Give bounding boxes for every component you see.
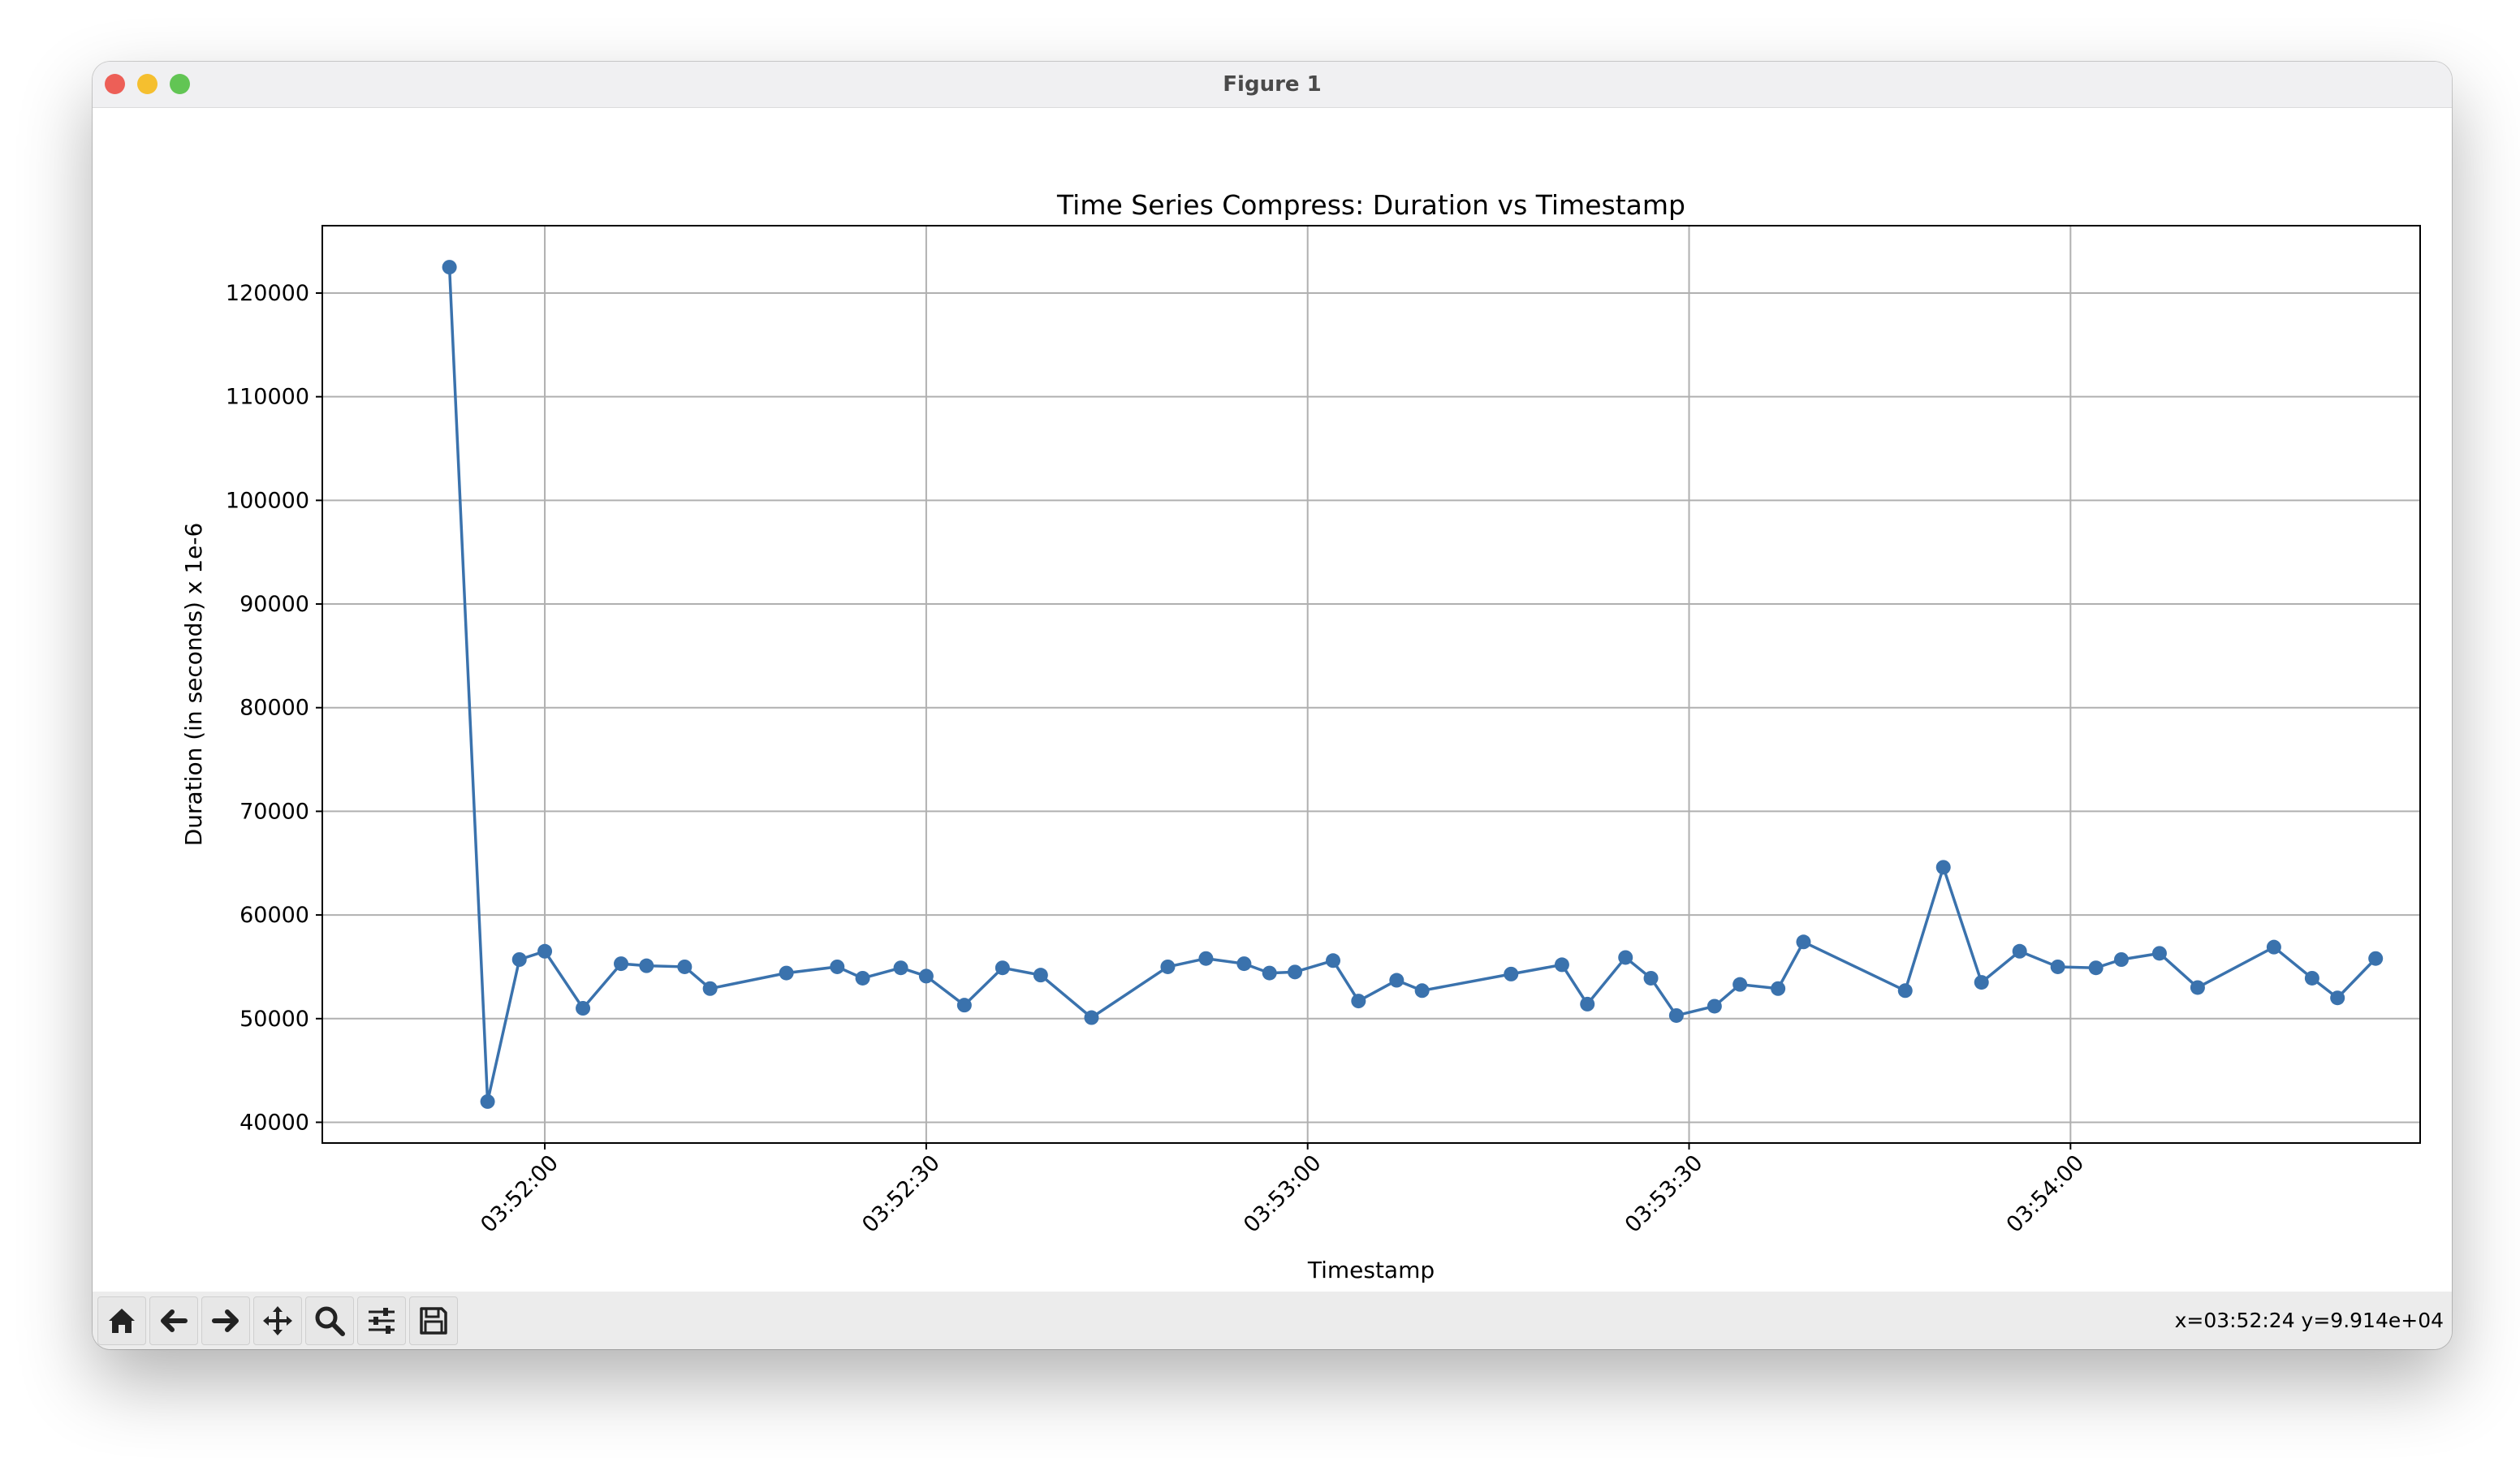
- data-point: [614, 956, 629, 972]
- data-point: [1732, 977, 1748, 992]
- data-point: [480, 1094, 495, 1109]
- data-point: [537, 943, 553, 959]
- y-tick-label: 120000: [226, 281, 309, 306]
- data-point: [2368, 951, 2384, 966]
- data-point: [1414, 983, 1430, 999]
- magnifier-icon: [315, 1306, 345, 1336]
- data-point: [1554, 957, 1569, 973]
- data-point: [1236, 956, 1252, 972]
- data-point: [511, 952, 527, 967]
- pan-button[interactable]: [253, 1296, 302, 1345]
- data-point: [1288, 964, 1303, 980]
- data-point: [1262, 965, 1277, 981]
- close-window-button[interactable]: [105, 74, 125, 94]
- data-point: [1618, 950, 1633, 965]
- arrow-left-icon: [161, 1309, 188, 1332]
- data-point: [639, 958, 654, 973]
- data-point: [995, 960, 1010, 976]
- data-point: [1084, 1010, 1099, 1025]
- x-tick-label: 03:52:30: [857, 1150, 945, 1238]
- configure-subplots-button[interactable]: [357, 1296, 406, 1345]
- data-point: [956, 998, 972, 1013]
- sliders-icon: [369, 1308, 395, 1334]
- minimize-window-button[interactable]: [137, 74, 158, 94]
- y-tick-label: 100000: [226, 488, 309, 513]
- y-tick-label: 50000: [239, 1007, 309, 1032]
- data-point: [1198, 951, 1214, 966]
- data-point: [2012, 943, 2027, 959]
- floppy-disk-icon: [420, 1307, 447, 1335]
- data-point: [1504, 966, 1519, 981]
- data-point: [2088, 960, 2104, 976]
- data-point: [855, 970, 870, 986]
- data-point: [2190, 980, 2205, 995]
- window-title: Figure 1: [1223, 72, 1322, 97]
- data-point: [1974, 975, 1989, 990]
- data-point: [1707, 999, 1722, 1014]
- data-point: [2050, 959, 2065, 974]
- x-tick-label: 03:54:00: [2002, 1150, 2090, 1238]
- figure-canvas[interactable]: 03:52:00 03:52:30 03:53:00 03:53:30 03:54:00…: [93, 108, 2452, 1292]
- data-point: [702, 981, 718, 996]
- data-point: [2304, 970, 2319, 986]
- x-axis-label: Timestamp: [1307, 1257, 1435, 1283]
- x-tick-label: 03:53:30: [1620, 1150, 1708, 1238]
- zoom-button[interactable]: [305, 1296, 354, 1345]
- home-icon: [109, 1309, 135, 1333]
- y-tick-label: 110000: [226, 385, 309, 410]
- data-point: [1160, 959, 1176, 974]
- y-tick-label: 90000: [239, 592, 309, 617]
- back-button[interactable]: [149, 1296, 198, 1345]
- y-tick-label: 80000: [239, 696, 309, 721]
- save-button[interactable]: [409, 1296, 458, 1345]
- data-point: [576, 1001, 591, 1016]
- series-line: [447, 266, 2377, 1103]
- data-point: [1643, 970, 1659, 986]
- x-tick-label: 03:53:00: [1239, 1150, 1327, 1238]
- data-point: [2113, 952, 2129, 967]
- data-point: [442, 260, 457, 275]
- figure-window: Figure 1 03:52:00 03:52:30 03:53:00 03:53:3…: [93, 62, 2452, 1349]
- data-point: [2151, 946, 2167, 961]
- forward-button[interactable]: [201, 1296, 250, 1345]
- arrow-right-icon: [212, 1309, 239, 1332]
- x-tick-label: 03:52:00: [476, 1150, 563, 1238]
- data-point: [1580, 996, 1595, 1012]
- y-tick-label: 60000: [239, 903, 309, 928]
- chart-title: Time Series Compress: Duration vs Timest…: [1056, 189, 1685, 221]
- data-point: [918, 968, 934, 984]
- data-point: [779, 965, 794, 981]
- data-point: [1796, 934, 1811, 950]
- data-point: [1351, 994, 1366, 1009]
- line-chart[interactable]: 03:52:00 03:52:30 03:53:00 03:53:30 03:54:00…: [93, 108, 2452, 1292]
- data-point: [1897, 983, 1913, 999]
- data-point: [830, 959, 845, 974]
- axes-frame: [321, 225, 2421, 1144]
- data-point: [1771, 981, 1786, 996]
- y-tick-label: 40000: [239, 1110, 309, 1135]
- data-point: [1033, 968, 1048, 983]
- move-icon: [263, 1306, 292, 1335]
- home-button[interactable]: [97, 1296, 146, 1345]
- data-point: [2266, 939, 2281, 955]
- data-point: [1326, 953, 1341, 968]
- data-point: [677, 959, 693, 974]
- navigation-toolbar: x=03:52:24 y=9.914e+04: [93, 1292, 2452, 1349]
- cursor-coordinates: x=03:52:24 y=9.914e+04: [2174, 1309, 2444, 1332]
- zoom-window-button[interactable]: [170, 74, 190, 94]
- data-point: [893, 960, 908, 976]
- data-point: [2330, 990, 2345, 1006]
- data-point: [1389, 973, 1405, 988]
- data-point: [1935, 860, 1951, 875]
- data-point: [1668, 1007, 1684, 1023]
- y-axis-label: Duration (in seconds) x 1e-6: [180, 523, 207, 847]
- title-bar: Figure 1: [93, 62, 2452, 108]
- y-tick-label: 70000: [239, 799, 309, 824]
